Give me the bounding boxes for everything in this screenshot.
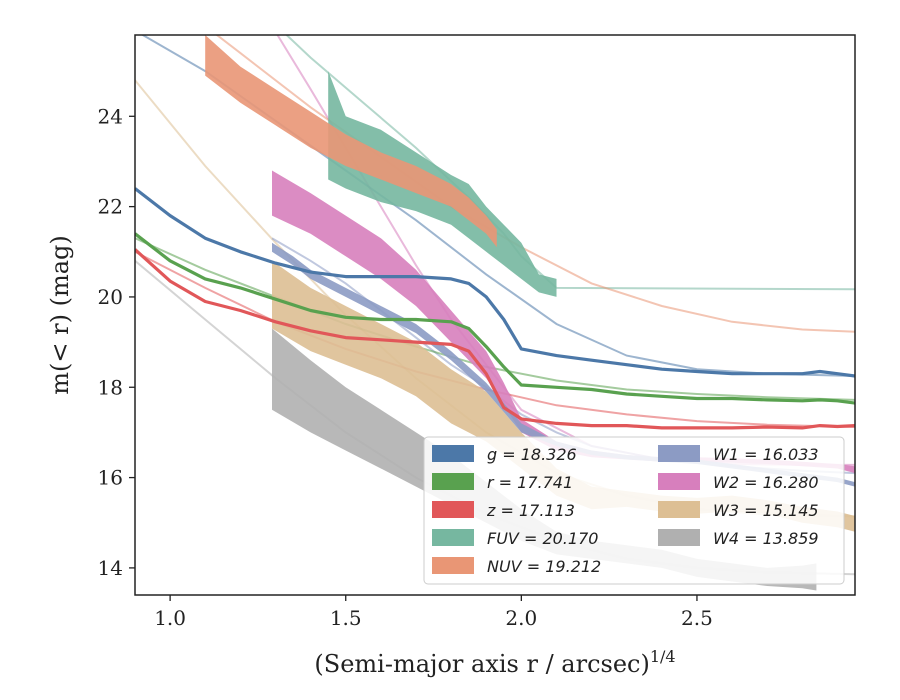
plot-frame — [134, 34, 856, 596]
legend-label-w4: W4 = 13.859 — [713, 529, 819, 548]
legend-swatch-w1 — [658, 445, 700, 462]
profile-line-r — [135, 232, 855, 405]
x-tick-label: 2.0 — [505, 606, 537, 630]
y-tick-label: 16 — [98, 466, 123, 490]
y-tick-label: 22 — [98, 195, 123, 219]
legend-swatch-nuv — [432, 557, 474, 574]
y-tick-label: 24 — [98, 104, 123, 128]
x-tick-label: 2.5 — [681, 606, 713, 630]
legend-label-nuv: NUV = 19.212 — [487, 557, 601, 576]
legend-swatch-fuv — [432, 529, 474, 546]
legend-label-r: r = 17.741 — [487, 473, 573, 492]
legend-label-fuv: FUV = 20.170 — [487, 529, 598, 548]
profile-line-g — [135, 187, 855, 378]
legend-swatch-w4 — [658, 529, 700, 546]
legend-swatch-w2 — [658, 473, 700, 490]
legend-swatch-z — [432, 501, 474, 518]
legend-box — [423, 436, 845, 585]
x-axis-label: (Semi-major axis r / arcsec)1/4 — [314, 647, 675, 678]
y-tick-label: 14 — [98, 556, 123, 580]
legend-label-z: z = 17.113 — [486, 501, 575, 520]
y-axis-label: m(< r) (mag) — [46, 235, 74, 394]
legend-swatch-w3 — [658, 501, 700, 518]
legend-swatch-r — [432, 473, 474, 490]
legend-swatch-g — [432, 445, 474, 462]
y-tick-label: 20 — [98, 285, 123, 309]
x-tick-label: 1.0 — [154, 606, 186, 630]
legend: g = 18.326 r = 17.741 z = 17.113 FUV = 20.1… — [423, 436, 845, 585]
profile-line-z — [135, 248, 855, 430]
profile-band-nuv — [205, 35, 497, 248]
legend-label-w1: W1 = 16.033 — [713, 445, 819, 464]
y-tick-label: 18 — [98, 375, 123, 399]
legend-label-g: g = 18.326 — [487, 445, 577, 464]
legend-label-w2: W2 = 16.280 — [713, 473, 819, 492]
x-tick-label: 1.5 — [330, 606, 362, 630]
legend-label-w3: W3 = 15.145 — [713, 501, 819, 520]
